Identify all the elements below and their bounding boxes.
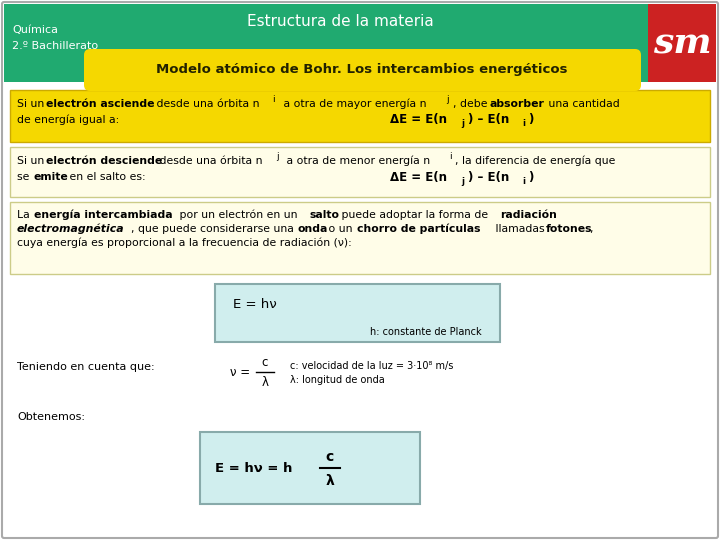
Text: Teniendo en cuenta que:: Teniendo en cuenta que: [17,362,155,372]
Text: chorro de partículas: chorro de partículas [357,224,480,234]
Text: Modelo atómico de Bohr. Los intercambios energéticos: Modelo atómico de Bohr. Los intercambios… [156,64,568,77]
Bar [4,4,716,82]
Text: ) – E(n: ) – E(n [468,113,509,126]
Text: c: c [262,356,268,369]
Text: , debe: , debe [453,99,491,109]
Text: h: constante de Planck: h: constante de Planck [370,327,482,337]
Text: absorber: absorber [490,99,545,109]
Text: E = hν = h: E = hν = h [215,462,292,475]
Text: i: i [522,119,525,129]
Text: se: se [17,172,33,182]
Text: λ: λ [325,474,334,488]
Text: ΔE = E(n: ΔE = E(n [390,113,447,126]
Text: electrón desciende: electrón desciende [46,156,162,166]
Text: c: velocidad de la luz = 3·10⁸ m/s: c: velocidad de la luz = 3·10⁸ m/s [290,361,454,371]
FancyBboxPatch shape [84,49,641,91]
Text: energía intercambiada: energía intercambiada [34,210,173,220]
Bar [648,4,716,82]
Text: electrón asciende: electrón asciende [46,99,155,109]
Text: por un electrón en un: por un electrón en un [176,210,301,220]
Text: ,: , [589,224,593,234]
Text: i: i [522,177,525,186]
Text: λ: λ [261,375,269,388]
Text: cuya energía es proporcional a la frecuencia de radiación (ν):: cuya energía es proporcional a la frecue… [17,238,352,248]
Text: , la diferencia de energía que: , la diferencia de energía que [455,156,616,166]
Text: 2.º Bachillerato: 2.º Bachillerato [12,41,98,51]
Text: Estructura de la materia: Estructura de la materia [247,15,433,30]
Text: puede adoptar la forma de: puede adoptar la forma de [338,210,492,220]
Text: , que puede considerarse una: , que puede considerarse una [131,224,297,234]
Text: j: j [461,177,464,186]
Text: en el salto es:: en el salto es: [66,172,145,182]
Text: ν =: ν = [230,366,250,379]
Text: radiación: radiación [500,210,557,220]
Text: onda: onda [297,224,328,234]
Text: E = hν: E = hν [233,298,276,310]
Text: llamadas: llamadas [492,224,548,234]
Bar [10,90,710,142]
Text: sm: sm [653,26,711,60]
Text: de energía igual a:: de energía igual a: [17,115,120,125]
Text: salto: salto [309,210,339,220]
Text: emite: emite [34,172,68,182]
Text: j: j [276,152,279,161]
Bar [200,432,420,504]
Text: ΔE = E(n: ΔE = E(n [390,171,447,184]
Text: desde una órbita n: desde una órbita n [156,156,263,166]
Text: ) – E(n: ) – E(n [468,171,509,184]
Text: Química: Química [12,25,58,35]
Text: a otra de menor energía n: a otra de menor energía n [283,156,430,166]
Text: i: i [449,152,451,161]
Text: Si un: Si un [17,99,48,109]
Text: ): ) [528,113,534,126]
Text: a otra de mayor energía n: a otra de mayor energía n [280,99,426,109]
Text: j: j [461,119,464,129]
Text: i: i [272,95,274,104]
Text: desde una órbita n: desde una órbita n [153,99,259,109]
Text: electromagnética: electromagnética [17,224,125,234]
Text: o un: o un [325,224,356,234]
Bar [215,284,500,342]
Text: c: c [326,450,334,464]
Text: Si un: Si un [17,156,48,166]
Bar [10,202,710,274]
Text: λ: longitud de onda: λ: longitud de onda [290,375,384,385]
Bar [10,147,710,197]
Text: j: j [446,95,449,104]
Text: Obtenemos:: Obtenemos: [17,412,85,422]
Text: una cantidad: una cantidad [545,99,620,109]
Text: ): ) [528,171,534,184]
Text: fotones: fotones [546,224,593,234]
Text: La: La [17,210,33,220]
